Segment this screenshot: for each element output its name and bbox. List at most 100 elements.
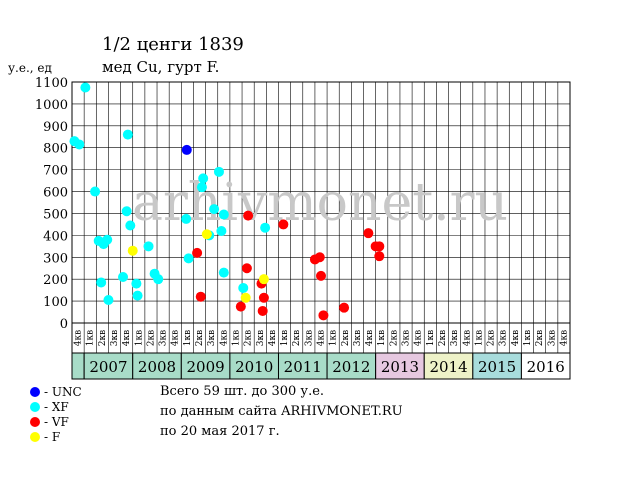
note-line: по 20 мая 2017 г. [160, 424, 280, 439]
y-axis-ticks: 0 100 200 300 400 500 600 700 800 900 1000 1100 [35, 76, 68, 332]
data-point [363, 228, 374, 239]
quarter-label: 2кв [98, 330, 108, 346]
quarter-label: 1кв [377, 330, 387, 346]
data-point [127, 245, 138, 256]
quarter-label: 2кв [389, 330, 399, 346]
quarter-label: 4кв [122, 330, 132, 346]
y-axis-label: у.е., ед [8, 61, 52, 75]
data-point [192, 247, 203, 258]
data-point [218, 209, 229, 220]
year-label: 2012 [332, 358, 370, 376]
y-tick-label: 300 [43, 251, 68, 266]
y-tick-label: 900 [43, 120, 68, 135]
data-point [198, 173, 209, 184]
legend-label: - UNC [44, 385, 82, 399]
legend: - UNC- XF- VF- F [30, 385, 82, 444]
year-label: 2009 [187, 358, 225, 376]
note-line: по данным сайта ARHIVMONET.RU [160, 404, 403, 419]
quarter-label: 2кв [487, 330, 497, 346]
legend-marker [30, 402, 40, 412]
quarter-label: 4кв [219, 330, 229, 346]
data-point [181, 144, 192, 155]
data-point [96, 277, 107, 288]
data-point [153, 274, 164, 285]
data-point [218, 267, 229, 278]
year-label: 2010 [235, 358, 273, 376]
data-point [209, 204, 220, 215]
quarter-label: 3кв [110, 330, 120, 346]
quarter-label: 4кв [559, 330, 569, 346]
year-label: 2015 [478, 358, 516, 376]
data-point [118, 271, 129, 282]
notes: Всего 59 шт. до 300 у.е. по данным сайта … [160, 384, 403, 439]
quarter-label: 4кв [171, 330, 181, 346]
data-point [216, 225, 227, 236]
y-tick-label: 700 [43, 164, 68, 179]
year-cell [423, 352, 474, 380]
quarter-label: 1кв [231, 330, 241, 346]
quarter-label: 3кв [304, 330, 314, 346]
year-cell-lead [71, 352, 85, 380]
y-tick-label: 800 [43, 142, 68, 157]
quarter-label: 3кв [402, 330, 412, 346]
data-point [181, 213, 192, 224]
legend-label: - F [44, 430, 60, 444]
data-point [243, 210, 254, 221]
data-point [201, 229, 212, 240]
quarter-label: 1кв [183, 330, 193, 346]
quarter-label: 4кв [511, 330, 521, 346]
data-point [241, 263, 252, 274]
quarter-label: 1кв [134, 330, 144, 346]
quarter-label: 3кв [207, 330, 217, 346]
data-point [143, 241, 154, 252]
data-point [196, 182, 207, 193]
quarter-label: 2кв [146, 330, 156, 346]
data-points [69, 82, 385, 321]
year-cell [180, 352, 231, 380]
data-point [195, 291, 206, 302]
quarter-label: 1кв [280, 330, 290, 346]
y-tick-label: 400 [43, 229, 68, 244]
year-label: 2008 [138, 358, 176, 376]
quarter-label: 2кв [195, 330, 205, 346]
data-point [74, 139, 85, 150]
data-point [258, 274, 269, 285]
note-line: Всего 59 шт. до 300 у.е. [160, 384, 324, 399]
data-point [240, 292, 251, 303]
quarter-labels: 4кв 1кв 2кв 3кв 4кв 1кв 2кв 3кв 4кв 1кв 2кв 3кв 4кв 1… [71, 322, 571, 354]
year-cell [132, 352, 182, 380]
legend-label: - XF [44, 400, 69, 414]
quarter-label: 1кв [86, 330, 96, 346]
quarter-label: 1кв [474, 330, 484, 346]
year-cell [83, 352, 134, 380]
data-point [102, 234, 113, 245]
data-point [90, 186, 101, 197]
year-label: 2007 [89, 358, 127, 376]
quarter-label: 4кв [462, 330, 472, 346]
y-tick-label: 500 [43, 207, 68, 222]
y-tick-label: 600 [43, 186, 68, 201]
quarter-label: 4кв [317, 330, 327, 346]
watermark: arhivmonet.ru [132, 173, 508, 233]
data-point [235, 301, 246, 312]
legend-marker [30, 387, 40, 397]
data-point [213, 166, 224, 177]
year-label: 2014 [429, 358, 467, 376]
quarter-label: 3кв [256, 330, 266, 346]
quarter-label: 1кв [523, 330, 533, 346]
quarter-row [71, 322, 571, 354]
legend-label: - VF [44, 415, 69, 429]
year-label: 2011 [284, 358, 322, 376]
y-tick-label: 1100 [35, 76, 68, 91]
data-point [314, 252, 325, 263]
data-point [260, 222, 271, 233]
year-cell [277, 352, 328, 380]
chart-title: 1/2 ценги 1839 [102, 34, 244, 55]
quarter-label: 3кв [450, 330, 460, 346]
data-point [103, 294, 114, 305]
y-tick-label: 200 [43, 273, 68, 288]
data-point [339, 302, 350, 313]
quarter-label: 1кв [426, 330, 436, 346]
y-tick-label: 100 [43, 295, 68, 310]
